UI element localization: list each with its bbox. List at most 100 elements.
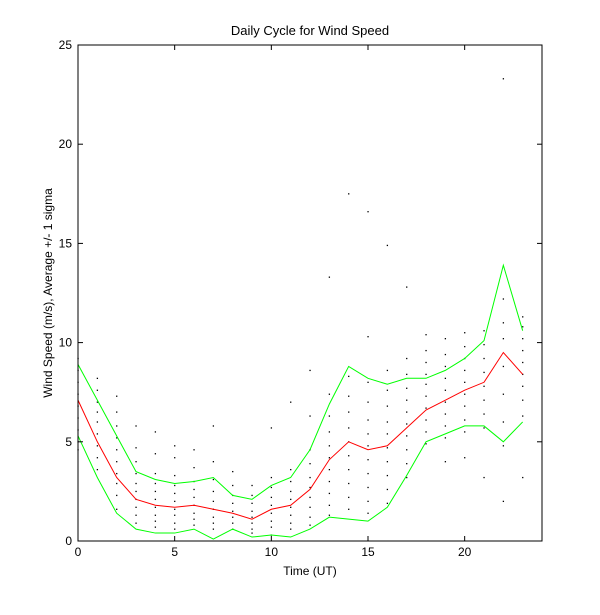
scatter-point xyxy=(328,480,331,483)
scatter-point xyxy=(154,490,157,493)
scatter-point xyxy=(406,435,408,437)
scatter-point xyxy=(425,419,427,421)
scatter-point xyxy=(251,532,253,534)
scatter-point xyxy=(502,421,505,423)
scatter-point xyxy=(290,514,292,516)
scatter-point xyxy=(483,343,485,346)
scatter-point xyxy=(174,514,176,516)
scatter-point xyxy=(174,522,176,524)
scatter-point xyxy=(502,445,505,447)
scatter-point xyxy=(502,500,505,503)
scatter-point xyxy=(96,389,99,391)
scatter-point xyxy=(386,389,389,391)
scatter-point xyxy=(328,445,331,447)
scatter-point xyxy=(212,461,215,463)
scatter-point xyxy=(251,516,253,518)
scatter-point xyxy=(193,496,195,499)
x-tick-label: 0 xyxy=(75,545,82,559)
scatter-point xyxy=(116,461,118,463)
x-tick-label: 5 xyxy=(171,545,178,559)
scatter-point xyxy=(135,461,137,463)
scatter-point xyxy=(502,298,505,300)
scatter-point xyxy=(212,425,215,427)
scatter-point xyxy=(135,522,137,524)
scatter-point xyxy=(309,415,311,417)
scatter-point xyxy=(348,427,350,429)
scatter-point xyxy=(154,498,157,501)
scatter-point xyxy=(232,516,234,518)
scatter-point xyxy=(251,522,253,524)
scatter-point xyxy=(232,510,234,512)
scatter-point xyxy=(135,506,137,508)
plot-area: 0 5 10 15 20 0 5 10 15 20 25 xyxy=(59,38,543,559)
scatter-point xyxy=(483,476,485,479)
y-tick-label: 25 xyxy=(59,38,73,52)
scatter-point xyxy=(96,433,99,435)
scatter-point xyxy=(290,522,292,524)
scatter-point xyxy=(328,393,331,395)
scatter-point xyxy=(212,516,215,518)
scatter-point xyxy=(174,528,176,530)
scatter-point xyxy=(386,405,389,407)
scatter-point xyxy=(406,399,408,401)
scatter-point xyxy=(464,431,466,433)
scatter-point xyxy=(386,474,389,477)
scatter-point xyxy=(290,468,292,471)
scatter-point xyxy=(464,457,466,459)
scatter-point xyxy=(96,445,99,447)
scatter-point xyxy=(367,486,369,489)
scatter-point xyxy=(502,365,505,368)
scatter-point xyxy=(290,490,292,493)
scatter-point xyxy=(174,492,176,495)
scatter-point xyxy=(154,482,157,485)
scatter-point xyxy=(96,411,99,413)
scatter-point xyxy=(386,461,389,463)
scatter-point xyxy=(270,427,273,429)
scatter-point xyxy=(464,405,466,407)
scatter-point xyxy=(406,286,408,288)
scatter-point xyxy=(522,338,524,340)
scatter-point xyxy=(309,369,311,372)
scatter-point xyxy=(309,463,311,465)
scatter-point xyxy=(116,494,118,497)
scatter-point xyxy=(174,445,176,447)
scatter-point xyxy=(367,419,369,421)
scatter-point xyxy=(348,508,350,510)
scatter-point xyxy=(464,393,466,395)
scatter-point xyxy=(328,457,331,459)
scatter-point xyxy=(386,433,389,435)
scatter-point xyxy=(386,447,389,449)
scatter-point xyxy=(96,401,99,403)
scatter-point xyxy=(444,437,447,439)
x-tick-label: 20 xyxy=(458,545,472,559)
scatter-point xyxy=(483,427,485,429)
y-tick-label: 5 xyxy=(65,435,72,449)
scatter-point xyxy=(425,361,427,364)
scatter-point xyxy=(464,369,466,372)
scatter-point xyxy=(444,353,447,356)
scatter-point xyxy=(290,506,292,508)
scatter-point xyxy=(309,524,311,526)
y-axis-label: Wind Speed (m/s), Average +/- 1 sigma xyxy=(41,188,55,398)
scatter-point xyxy=(522,399,524,401)
scatter-point xyxy=(270,520,273,522)
scatter-point xyxy=(251,502,253,504)
scatter-point xyxy=(174,500,176,503)
scatter-point xyxy=(96,377,99,380)
scatter-point xyxy=(96,457,99,459)
scatter-point xyxy=(270,526,273,528)
series-line-average+1sigma xyxy=(77,263,524,500)
scatter-point xyxy=(290,401,292,403)
scatter-point xyxy=(328,468,331,471)
scatter-point xyxy=(135,447,137,449)
scatter-point xyxy=(367,459,369,461)
scatter-point xyxy=(193,512,195,514)
scatter-point xyxy=(290,498,292,501)
scatter-point xyxy=(522,476,524,479)
scatter-point xyxy=(309,506,311,508)
scatter-point xyxy=(502,322,505,324)
scatter-point xyxy=(464,332,466,334)
y-tick-label: 20 xyxy=(59,137,73,151)
scatter-point xyxy=(328,415,331,417)
